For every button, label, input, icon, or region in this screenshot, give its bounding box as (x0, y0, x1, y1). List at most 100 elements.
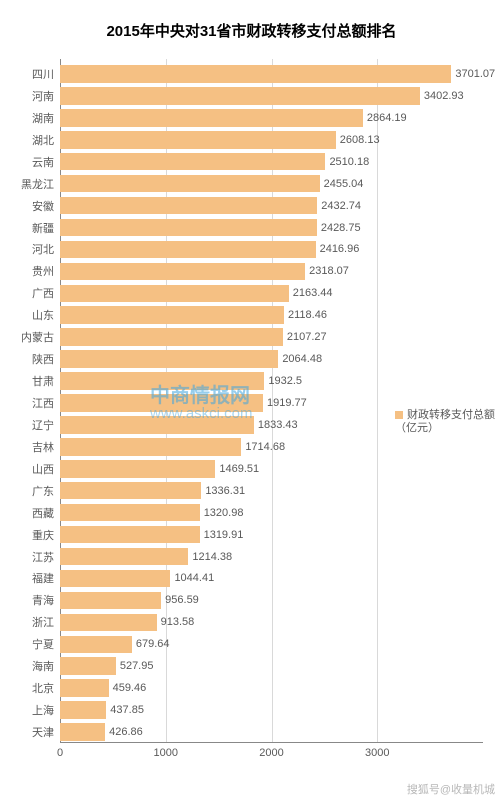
bar-row: 上海437.85 (60, 699, 483, 721)
bar: 2064.48 (60, 350, 278, 368)
value-label: 527.95 (116, 660, 154, 672)
value-label: 2107.27 (283, 331, 327, 343)
category-label: 山西 (32, 461, 60, 477)
bar-chart: 2015年中央对31省市财政转移支付总额排名 四川3701.07河南3402.9… (0, 0, 503, 801)
category-label: 陕西 (32, 351, 60, 367)
value-label: 1319.91 (200, 529, 244, 541)
value-label: 1044.41 (170, 572, 214, 584)
category-label: 辽宁 (32, 417, 60, 433)
value-label: 2064.48 (278, 353, 322, 365)
bar: 2608.13 (60, 131, 336, 149)
bar-row: 黑龙江2455.04 (60, 173, 483, 195)
category-label: 安徽 (32, 198, 60, 214)
value-label: 2432.74 (317, 200, 361, 212)
bar: 913.58 (60, 614, 157, 632)
bar: 2118.46 (60, 306, 284, 324)
category-label: 河北 (32, 241, 60, 257)
bars-container: 四川3701.07河南3402.93湖南2864.19湖北2608.13云南25… (60, 63, 483, 743)
legend-label: 财政转移支付总额（亿元） (395, 409, 495, 434)
value-label: 2510.18 (325, 156, 369, 168)
value-label: 1833.43 (254, 419, 298, 431)
category-label: 吉林 (32, 439, 60, 455)
category-label: 湖北 (32, 132, 60, 148)
value-label: 2318.07 (305, 265, 349, 277)
bar: 2163.44 (60, 285, 289, 303)
value-label: 2118.46 (284, 309, 327, 321)
value-label: 437.85 (106, 704, 144, 716)
category-label: 海南 (32, 658, 60, 674)
x-tick-label: 2000 (259, 747, 283, 759)
value-label: 2864.19 (363, 112, 407, 124)
bar: 1044.41 (60, 570, 170, 588)
category-label: 河南 (32, 88, 60, 104)
bar-row: 云南2510.18 (60, 151, 483, 173)
bar: 2432.74 (60, 197, 317, 215)
value-label: 1919.77 (263, 397, 307, 409)
value-label: 913.58 (157, 616, 195, 628)
value-label: 3701.07 (451, 68, 495, 80)
bar-row: 陕西2064.48 (60, 348, 483, 370)
plot-area: 四川3701.07河南3402.93湖南2864.19湖北2608.13云南25… (60, 59, 483, 767)
bar: 3701.07 (60, 65, 451, 83)
category-label: 四川 (32, 66, 60, 82)
bar-row: 重庆1319.91 (60, 524, 483, 546)
bar: 2107.27 (60, 328, 283, 346)
value-label: 459.46 (109, 682, 147, 694)
bar: 1932.5 (60, 372, 264, 390)
x-tick-label: 0 (57, 747, 63, 759)
value-label: 1469.51 (215, 463, 259, 475)
bar-row: 北京459.46 (60, 677, 483, 699)
bar-row: 新疆2428.75 (60, 217, 483, 239)
bar: 2455.04 (60, 175, 320, 193)
bar: 956.59 (60, 592, 161, 610)
bar: 437.85 (60, 701, 106, 719)
category-label: 重庆 (32, 527, 60, 543)
bar-row: 吉林1714.68 (60, 436, 483, 458)
bar: 527.95 (60, 657, 116, 675)
bar: 1336.31 (60, 482, 201, 500)
bar: 3402.93 (60, 87, 420, 105)
bar-row: 浙江913.58 (60, 611, 483, 633)
bar-row: 贵州2318.07 (60, 260, 483, 282)
bar-row: 江苏1214.38 (60, 546, 483, 568)
bar-row: 青海956.59 (60, 589, 483, 611)
bar-row: 四川3701.07 (60, 63, 483, 85)
bar-row: 河北2416.96 (60, 238, 483, 260)
value-label: 2428.75 (317, 222, 361, 234)
bar-row: 广西2163.44 (60, 282, 483, 304)
bar: 1320.98 (60, 504, 200, 522)
category-label: 天津 (32, 724, 60, 740)
bar: 1469.51 (60, 460, 215, 478)
value-label: 2163.44 (289, 287, 333, 299)
bar: 1714.68 (60, 438, 241, 456)
chart-title: 2015年中央对31省市财政转移支付总额排名 (0, 20, 503, 41)
bar-row: 天津426.86 (60, 721, 483, 743)
bar-row: 广东1336.31 (60, 480, 483, 502)
x-tick-label: 1000 (154, 747, 178, 759)
x-tick-label: 3000 (365, 747, 389, 759)
category-label: 贵州 (32, 263, 60, 279)
bar: 679.64 (60, 636, 132, 654)
value-label: 1214.38 (188, 551, 232, 563)
category-label: 山东 (32, 307, 60, 323)
value-label: 956.59 (161, 594, 199, 606)
bar: 2416.96 (60, 241, 316, 259)
bar: 1214.38 (60, 548, 188, 566)
bar: 1319.91 (60, 526, 200, 544)
value-label: 3402.93 (420, 90, 464, 102)
category-label: 广西 (32, 285, 60, 301)
category-label: 甘肃 (32, 373, 60, 389)
category-label: 广东 (32, 483, 60, 499)
bar-row: 西藏1320.98 (60, 502, 483, 524)
bar: 426.86 (60, 723, 105, 741)
category-label: 新疆 (32, 220, 60, 236)
category-label: 西藏 (32, 505, 60, 521)
bar-row: 安徽2432.74 (60, 195, 483, 217)
bar-row: 福建1044.41 (60, 568, 483, 590)
category-label: 湖南 (32, 110, 60, 126)
value-label: 2455.04 (320, 178, 364, 190)
bar: 1919.77 (60, 394, 263, 412)
value-label: 2608.13 (336, 134, 380, 146)
category-label: 江苏 (32, 549, 60, 565)
bar: 2318.07 (60, 263, 305, 281)
